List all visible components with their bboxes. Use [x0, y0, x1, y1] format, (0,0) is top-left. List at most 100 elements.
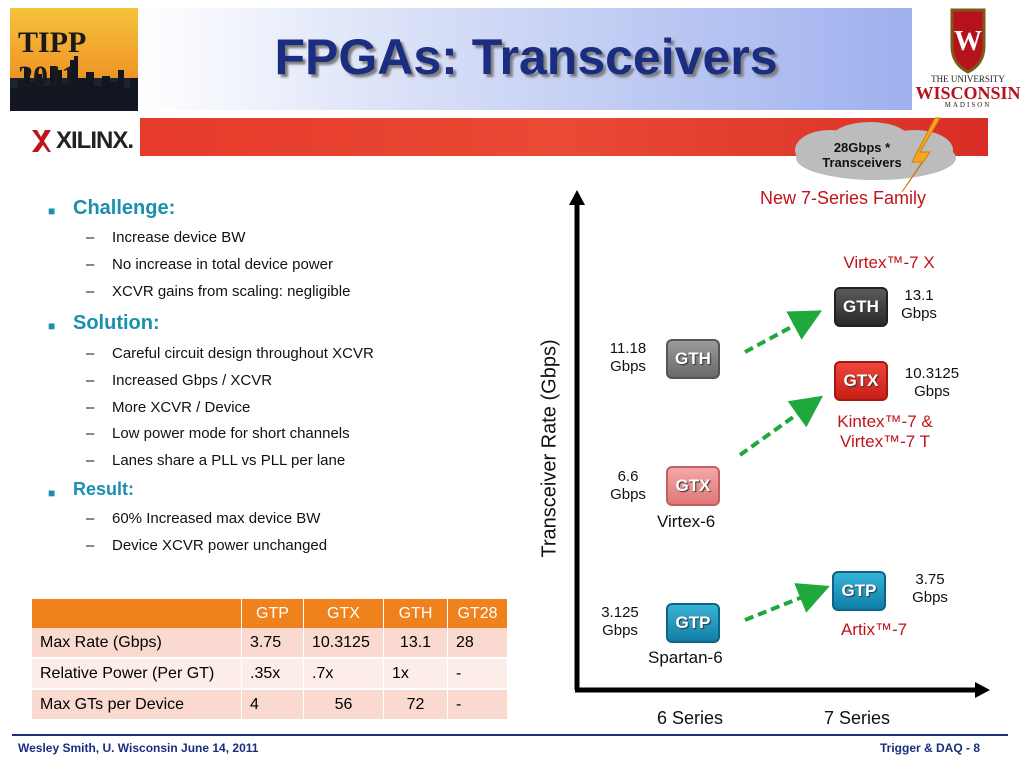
table-cell: 3.75 [241, 628, 304, 658]
footer-page: Trigger & DAQ - 8 [880, 741, 981, 755]
rate-7-gtx-unit: Gbps [914, 383, 950, 400]
arrow-gtp [744, 583, 830, 622]
y-axis-label: Transceiver Rate (Gbps) [538, 339, 561, 558]
table-header-cell: GTH [383, 599, 448, 628]
rate-6-gtp-unit: Gbps [602, 622, 638, 639]
header-band [140, 8, 912, 110]
table-header-cell [32, 599, 242, 628]
table-row: Relative Power (Per GT) .35x .7x 1x - [32, 658, 507, 689]
table-row: Max Rate (Gbps) 3.75 10.3125 13.1 28 [32, 628, 507, 658]
rate-6-gtx-unit: Gbps [610, 486, 646, 503]
rate-6-gth-unit: Gbps [610, 358, 646, 375]
uw-logo: W THE UNIVERSITY WISCONSIN MADISON [912, 6, 1024, 110]
page-title: FPGAs: Transceivers [274, 29, 778, 85]
dash: – [86, 510, 95, 527]
arrow-gtx [738, 395, 824, 457]
bullet-marker: ■ [48, 319, 56, 333]
dash: – [86, 283, 95, 300]
arrow-gth [744, 310, 823, 354]
rate-7-gtx-value: 10.3125 [904, 365, 960, 382]
uw-line2: WISCONSIN [915, 83, 1021, 103]
tipp-logo-text: TIPP 2011 [18, 26, 85, 93]
table-cell: Max GTs per Device [32, 689, 242, 719]
table-header-row: GTP GTX GTH GT28 [32, 599, 507, 628]
table-cell: - [456, 695, 462, 713]
solution-item: More XCVR / Device [112, 399, 251, 416]
family-spartan6: Spartan-6 [648, 648, 723, 667]
result-item: Device XCVR power unchanged [112, 537, 328, 554]
cloud-text-1: 28Gbps * [833, 140, 891, 155]
cloud-text-2: Transceivers [822, 155, 902, 170]
cloud-icon [795, 122, 956, 180]
table-cell: Max Rate (Gbps) [32, 628, 242, 658]
rate-7-gtp-unit: Gbps [912, 589, 948, 606]
table-cell: 1x [383, 658, 448, 689]
table-header-cell: GTX [303, 599, 384, 628]
chip-7-gtx: GTX [834, 361, 888, 401]
result-heading: Result: [73, 479, 135, 499]
y-axis-arrow-icon [569, 190, 585, 205]
x-label-7-series: 7 Series [824, 708, 891, 728]
uw-line3: MADISON [944, 101, 992, 109]
table-header-cell: GT28 [457, 604, 498, 622]
dash: – [86, 399, 95, 416]
challenge-item: Increase device BW [112, 229, 246, 246]
x-label-6-series: 6 Series [657, 708, 724, 728]
footer-author: Wesley Smith, U. Wisconsin June 14, 2011 [18, 741, 259, 755]
new-family-label: New 7-Series Family [760, 188, 927, 208]
chip-6-gtx: GTX [666, 466, 720, 506]
solution-item: Increased Gbps / XCVR [112, 372, 273, 389]
dash: – [86, 345, 95, 362]
table-cell: 4 [241, 689, 304, 719]
x-axis-arrow-icon [975, 682, 990, 698]
challenge-item: XCVR gains from scaling: negligible [112, 283, 351, 300]
lightning-icon [901, 117, 941, 193]
xilinx-x-icon [30, 128, 52, 159]
family-kintex7-line2: Virtex™-7 T [839, 432, 931, 451]
rate-7-gtp-value: 3.75 [915, 571, 945, 588]
chip-6-gth: GTH [666, 339, 720, 379]
dash: – [86, 452, 95, 469]
solution-item: Lanes share a PLL vs PLL per lane [112, 452, 346, 469]
transceiver-table: GTP GTX GTH GT28 Max Rate (Gbps) 3.75 10… [32, 599, 507, 719]
tipp-logo: TIPP 2011 [10, 8, 138, 111]
family-virtex7x: Virtex™-7 X [843, 253, 935, 272]
dash: – [86, 372, 95, 389]
solution-heading: Solution: [73, 312, 160, 334]
dash: – [86, 229, 95, 246]
table-cell: 28 [456, 633, 474, 651]
xilinx-logo-text: XILINX. [56, 127, 134, 154]
table-cell: - [456, 664, 462, 682]
chip-7-gth: GTH [834, 287, 888, 327]
table-cell: 72 [383, 689, 448, 719]
dash: – [86, 537, 95, 554]
table-cell: 56 [303, 689, 384, 719]
challenge-heading: Challenge: [73, 197, 176, 219]
table-cell: 13.1 [383, 628, 448, 658]
result-item: 60% Increased max device BW [112, 510, 321, 527]
table-cell: Relative Power (Per GT) [32, 658, 242, 689]
dash: – [86, 425, 95, 442]
challenge-item: No increase in total device power [112, 256, 333, 273]
family-kintex7-line1: Kintex™-7 & [837, 412, 933, 431]
bullet-marker: ■ [48, 486, 56, 500]
bullet-marker: ■ [48, 204, 56, 218]
table-cell: .35x [241, 658, 304, 689]
uw-line1: THE UNIVERSITY [931, 74, 1005, 84]
chip-7-gtp: GTP [832, 571, 886, 611]
table-row: Max GTs per Device 4 56 72 - [32, 689, 507, 719]
family-artix7: Artix™-7 [840, 620, 908, 639]
family-virtex6: Virtex-6 [657, 512, 716, 531]
table-cell: .7x [303, 658, 384, 689]
footer-divider [12, 734, 1008, 736]
svg-text:W: W [954, 26, 982, 57]
chip-6-gtp: GTP [666, 603, 720, 643]
uw-crest-icon: W [950, 8, 986, 74]
table-header-cell: GTP [241, 599, 304, 628]
solution-item: Careful circuit design throughout XCVR [112, 345, 374, 362]
table-cell: 10.3125 [303, 628, 384, 658]
rate-7-gth-value: 13.1 [904, 287, 934, 304]
solution-item: Low power mode for short channels [112, 425, 350, 442]
rate-6-gth-value: 11.18 [609, 340, 647, 357]
